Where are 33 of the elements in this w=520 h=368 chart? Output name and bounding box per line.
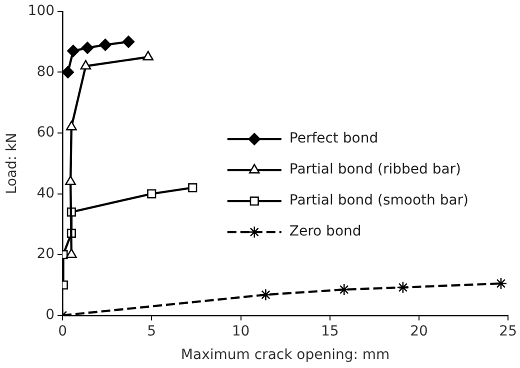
point: [188, 183, 198, 192]
legend-label: Partial bond (ribbed bar): [289, 162, 462, 178]
y-tick-label: 60: [36, 124, 55, 141]
x-tick-label: 0: [58, 323, 67, 340]
x-axis-title: Maximum crack opening: mm: [180, 347, 390, 364]
point: [67, 44, 80, 58]
legend-label: Partial bond (smooth bar): [289, 192, 469, 209]
legend-label: Zero bond: [289, 224, 362, 240]
x-tick-label: 20: [410, 323, 428, 340]
point: [99, 38, 112, 51]
point: [62, 66, 74, 78]
point: [396, 281, 410, 294]
x-tick-label: 15: [320, 323, 339, 340]
y-axis-title: Load: kN: [4, 132, 20, 194]
x-tick-label: 10: [232, 323, 250, 340]
y-tick-label: 100: [28, 3, 55, 20]
point: [81, 42, 94, 54]
point: [338, 283, 350, 296]
y-tick-label: 40: [36, 185, 55, 202]
y-tick-label: 20: [36, 246, 55, 262]
x-tick-label: 25: [499, 323, 518, 340]
x-tick-label: 5: [147, 323, 156, 340]
point: [80, 60, 92, 70]
y-tick-label: 0: [46, 307, 55, 324]
point: [122, 36, 135, 48]
point: [494, 277, 508, 290]
point: [65, 175, 76, 186]
y-tick-label: 80: [36, 64, 55, 80]
point: [142, 50, 154, 60]
legend-label: Perfect bond: [289, 130, 378, 147]
point: [66, 248, 77, 258]
point: [66, 120, 77, 130]
point: [147, 189, 156, 198]
